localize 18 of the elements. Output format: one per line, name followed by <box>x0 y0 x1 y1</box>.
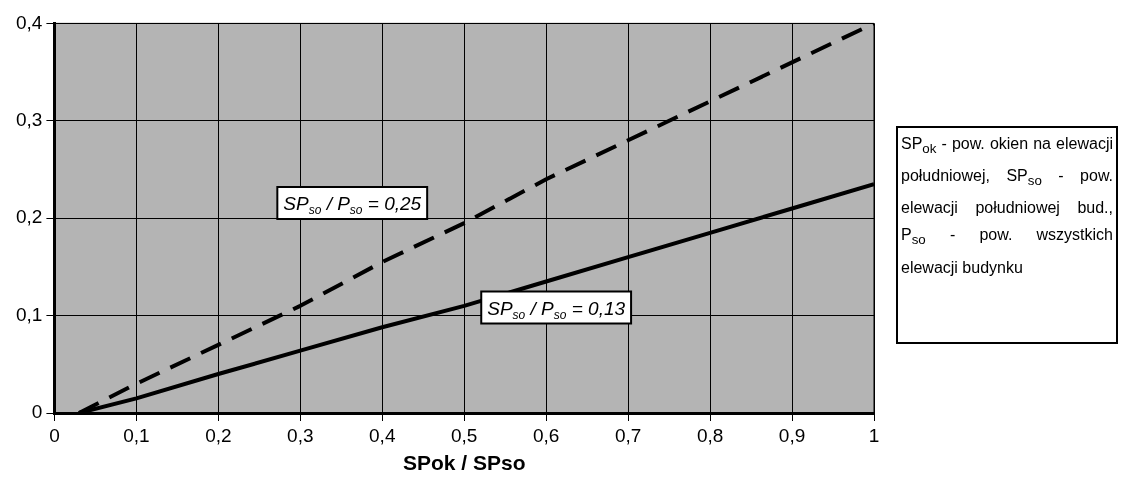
x-tick-label: 0,6 <box>532 424 560 446</box>
x-tick-label: 0,1 <box>123 424 150 446</box>
x-tick-label: 0 <box>49 424 60 446</box>
y-tick-label: 0 <box>31 401 43 423</box>
x-tick-label: 0,2 <box>205 424 232 446</box>
x-tick-label: 1 <box>868 424 880 446</box>
x-tick-label: 0,3 <box>287 424 314 446</box>
y-tick-label: 0,2 <box>15 206 43 228</box>
x-tick-label: 0,4 <box>369 424 396 446</box>
x-tick-label: 0,8 <box>696 424 724 446</box>
y-tick-label: 0,4 <box>15 11 43 33</box>
y-tick-label: 0,3 <box>15 109 43 131</box>
x-axis-title: SPok / SPso <box>402 451 526 475</box>
x-tick-label: 0,9 <box>778 424 806 446</box>
y-tick-label: 0,1 <box>15 303 43 325</box>
x-tick-label: 0,5 <box>451 424 478 446</box>
x-tick-label: 0,7 <box>614 424 642 446</box>
text: SP$_{ok}$ - pow. okien na elewacji południowej, SP$_{so}$ - pow. elewacji południowej bud., P$_{so}$ - pow. wszystkich elewacji budynku <box>901 135 1113 276</box>
